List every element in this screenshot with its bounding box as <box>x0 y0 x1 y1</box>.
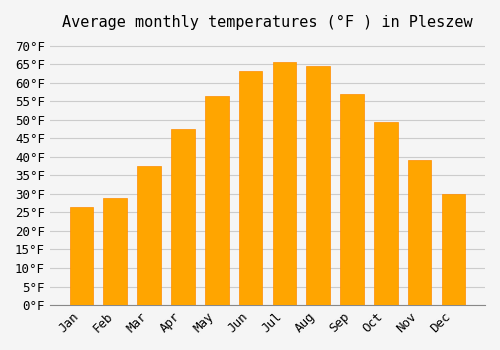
Bar <box>171 129 194 305</box>
Bar <box>340 94 364 305</box>
Bar <box>272 62 296 305</box>
Title: Average monthly temperatures (°F ) in Pleszew: Average monthly temperatures (°F ) in Pl… <box>62 15 472 30</box>
Bar <box>442 194 465 305</box>
Bar <box>238 71 262 305</box>
Bar <box>306 66 330 305</box>
Bar <box>408 160 432 305</box>
Bar <box>70 207 94 305</box>
Bar <box>205 96 229 305</box>
Bar <box>104 197 127 305</box>
Bar <box>374 121 398 305</box>
Bar <box>138 166 161 305</box>
